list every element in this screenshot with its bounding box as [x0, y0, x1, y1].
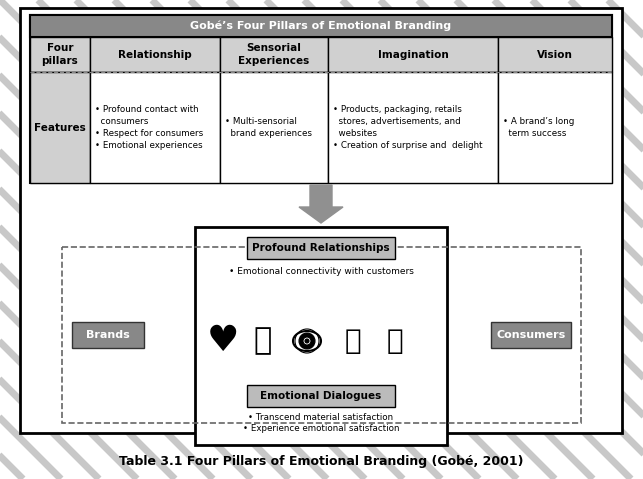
Text: Brands: Brands [86, 330, 130, 340]
Text: 👄: 👄 [386, 327, 403, 355]
FancyArrow shape [299, 185, 343, 223]
Text: Four
pillars: Four pillars [42, 43, 78, 66]
Circle shape [305, 339, 309, 343]
Text: Gobé’s Four Pillars of Emotional Branding: Gobé’s Four Pillars of Emotional Brandin… [190, 21, 451, 31]
Text: Consumers: Consumers [496, 330, 566, 340]
Bar [30, 15, 612, 183]
Text: Sensorial
Experiences: Sensorial Experiences [239, 43, 310, 66]
Bar [328, 37, 498, 72]
Bar [90, 37, 220, 72]
Text: Vision: Vision [537, 49, 573, 59]
Text: • A brand’s long
  term success: • A brand’s long term success [503, 117, 574, 138]
Bar [62, 247, 581, 423]
Text: 👂: 👂 [345, 327, 361, 355]
Text: Relationship: Relationship [118, 49, 192, 59]
Bar [90, 72, 220, 183]
Bar [220, 37, 328, 72]
Bar [247, 385, 395, 407]
Bar [30, 15, 612, 37]
Bar [220, 72, 328, 183]
Text: Table 3.1 Four Pillars of Emotional Branding (Gobé, 2001): Table 3.1 Four Pillars of Emotional Bran… [119, 455, 524, 468]
Text: Emotional Dialogues: Emotional Dialogues [260, 391, 382, 401]
Text: • Transcend material satisfaction
• Experience emotional satisfaction: • Transcend material satisfaction • Expe… [243, 412, 399, 433]
Circle shape [295, 329, 319, 353]
Text: ✋: ✋ [254, 327, 272, 355]
Text: • Products, packaging, retails
  stores, advertisements, and
  websites
• Creati: • Products, packaging, retails stores, a… [333, 105, 482, 150]
Text: • Profound contact with
  consumers
• Respect for consumers
• Emotional experien: • Profound contact with consumers • Resp… [95, 105, 203, 150]
Bar [30, 72, 90, 183]
Bar [195, 227, 447, 445]
Text: Imagination: Imagination [377, 49, 448, 59]
Text: Features: Features [34, 123, 86, 133]
Bar [30, 37, 90, 72]
Text: ♥: ♥ [207, 324, 239, 358]
Bar [247, 237, 395, 259]
Text: Profound Relationships: Profound Relationships [252, 243, 390, 253]
Text: • Multi-sensorial
  brand experiences: • Multi-sensorial brand experiences [225, 117, 312, 138]
Bar [498, 37, 612, 72]
Text: • Emotional connectivity with customers: • Emotional connectivity with customers [228, 267, 413, 276]
Bar [72, 322, 144, 348]
Circle shape [299, 333, 315, 349]
Bar [498, 72, 612, 183]
Circle shape [303, 337, 311, 345]
Bar [491, 322, 571, 348]
Bar [20, 8, 622, 433]
Bar [328, 72, 498, 183]
